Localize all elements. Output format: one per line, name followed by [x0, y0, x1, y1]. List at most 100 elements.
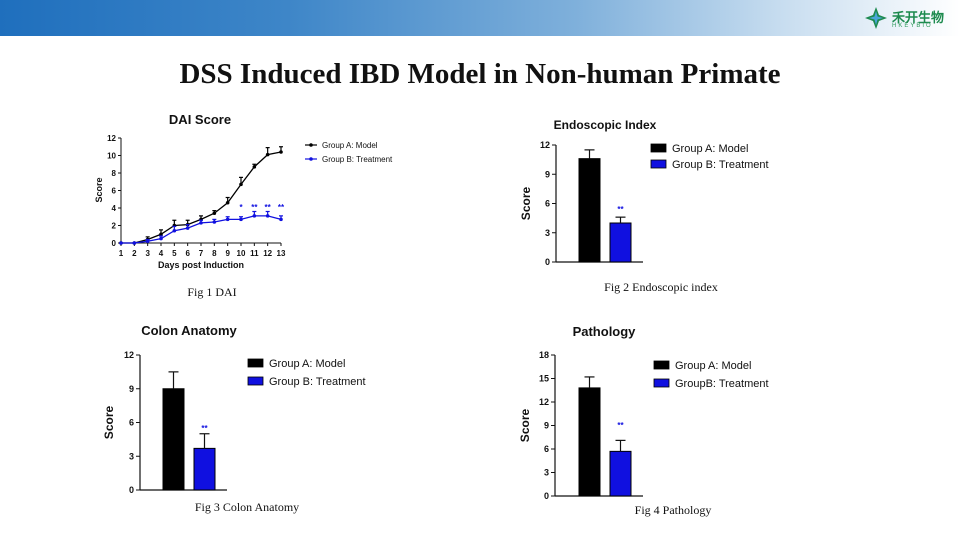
x-tick-label: 10	[237, 249, 246, 258]
y-tick-label: 0	[545, 257, 550, 267]
data-point	[225, 200, 230, 205]
y-tick-label: 3	[129, 451, 134, 461]
bar-model	[578, 158, 601, 263]
data-point	[212, 220, 217, 224]
x-tick-label: 11	[250, 249, 259, 258]
legend-swatch	[247, 358, 264, 368]
leaf-cross-icon	[865, 7, 887, 29]
significance-marker: **	[617, 421, 624, 430]
company-logo[interactable]: 禾开生物 HKEYBIO	[862, 6, 952, 32]
y-tick-label: 6	[544, 444, 549, 454]
y-tick-label: 10	[107, 152, 116, 161]
significance-marker: *	[239, 203, 243, 212]
chart-title: Pathology	[573, 324, 637, 339]
y-axis-label: Score	[102, 406, 116, 440]
y-tick-label: 0	[544, 491, 549, 501]
y-tick-label: 6	[112, 187, 117, 196]
bar-treatment	[609, 222, 632, 263]
y-tick-label: 8	[112, 169, 117, 178]
data-point	[252, 214, 257, 218]
series-line-model	[121, 151, 282, 244]
x-tick-label: 8	[212, 249, 217, 258]
legend-swatch	[247, 376, 264, 386]
y-tick-label: 12	[124, 350, 134, 360]
figure-caption: Fig 2 Endoscopic index	[604, 280, 718, 294]
x-tick-label: 9	[225, 249, 230, 258]
page-title: DSS Induced IBD Model in Non-human Prima…	[179, 58, 781, 90]
y-tick-label: 15	[539, 374, 549, 384]
y-tick-label: 6	[545, 199, 550, 209]
y-tick-label: 3	[544, 468, 549, 478]
y-tick-label: 3	[545, 228, 550, 238]
x-tick-label: 12	[263, 249, 272, 258]
legend-label: Group B: Treatment	[672, 159, 769, 171]
bar-model	[162, 388, 185, 491]
legend-swatch	[653, 378, 670, 388]
y-axis-label: Score	[94, 177, 104, 202]
header-bar	[0, 0, 960, 36]
data-point	[239, 217, 243, 222]
legend-swatch	[653, 360, 670, 370]
x-tick-label: 7	[199, 249, 204, 258]
significance-marker: **	[265, 203, 272, 212]
x-tick-label: 3	[145, 249, 150, 258]
y-tick-label: 0	[112, 239, 117, 248]
data-point	[239, 182, 243, 187]
figure-caption: Fig 3 Colon Anatomy	[195, 500, 299, 514]
x-tick-label: 2	[132, 249, 137, 258]
data-point	[159, 232, 163, 237]
y-tick-label: 12	[539, 397, 549, 407]
chart-title: Colon Anatomy	[141, 323, 237, 338]
data-point	[172, 228, 177, 233]
legend-label: Group A: Model	[322, 141, 378, 150]
y-tick-label: 0	[129, 485, 134, 495]
legend-label: Group B: Treatment	[269, 376, 366, 388]
legend-label: Group A: Model	[269, 358, 345, 370]
chart-title: DAI Score	[169, 112, 231, 127]
logo-subtext: HKEYBIO	[892, 23, 933, 29]
y-tick-label: 12	[107, 134, 116, 143]
x-tick-label: 4	[159, 249, 164, 258]
data-point	[132, 241, 137, 245]
data-point	[159, 236, 163, 241]
y-tick-label: 2	[112, 222, 117, 231]
y-tick-label: 4	[112, 204, 117, 213]
figure-caption: Fig 4 Pathology	[635, 503, 712, 517]
x-tick-label: 6	[185, 249, 190, 258]
data-point	[279, 150, 283, 154]
figure-caption: Fig 1 DAI	[187, 285, 236, 299]
bar-model	[578, 387, 601, 497]
y-tick-label: 9	[129, 384, 134, 394]
data-point	[279, 217, 283, 222]
legend-label: Group B: Treatment	[322, 155, 393, 164]
chart-title: Endoscopic Index	[554, 118, 657, 132]
y-tick-label: 12	[540, 140, 550, 150]
data-point	[265, 152, 270, 157]
data-point	[252, 165, 257, 169]
x-tick-label: 1	[119, 249, 124, 258]
legend-marker	[309, 143, 313, 147]
legend-swatch	[650, 159, 667, 169]
y-tick-label: 6	[129, 418, 134, 428]
legend-marker	[309, 157, 313, 161]
data-point	[265, 214, 270, 218]
bar-treatment	[609, 450, 632, 497]
x-axis-label: Days post Induction	[158, 260, 244, 270]
significance-marker: **	[251, 203, 258, 212]
bar-treatment	[193, 447, 216, 491]
legend-label: Group A: Model	[675, 360, 751, 372]
y-tick-label: 18	[539, 350, 549, 360]
data-point	[225, 217, 230, 222]
data-point	[119, 241, 123, 245]
data-point	[212, 211, 217, 216]
y-tick-label: 9	[544, 421, 549, 431]
y-axis-label: Score	[519, 187, 533, 221]
data-point	[199, 221, 203, 225]
legend-swatch	[650, 143, 667, 153]
x-tick-label: 5	[172, 249, 177, 258]
y-axis-label: Score	[518, 409, 532, 443]
significance-marker: **	[617, 205, 624, 214]
significance-marker: **	[278, 203, 285, 212]
data-point	[185, 226, 190, 230]
